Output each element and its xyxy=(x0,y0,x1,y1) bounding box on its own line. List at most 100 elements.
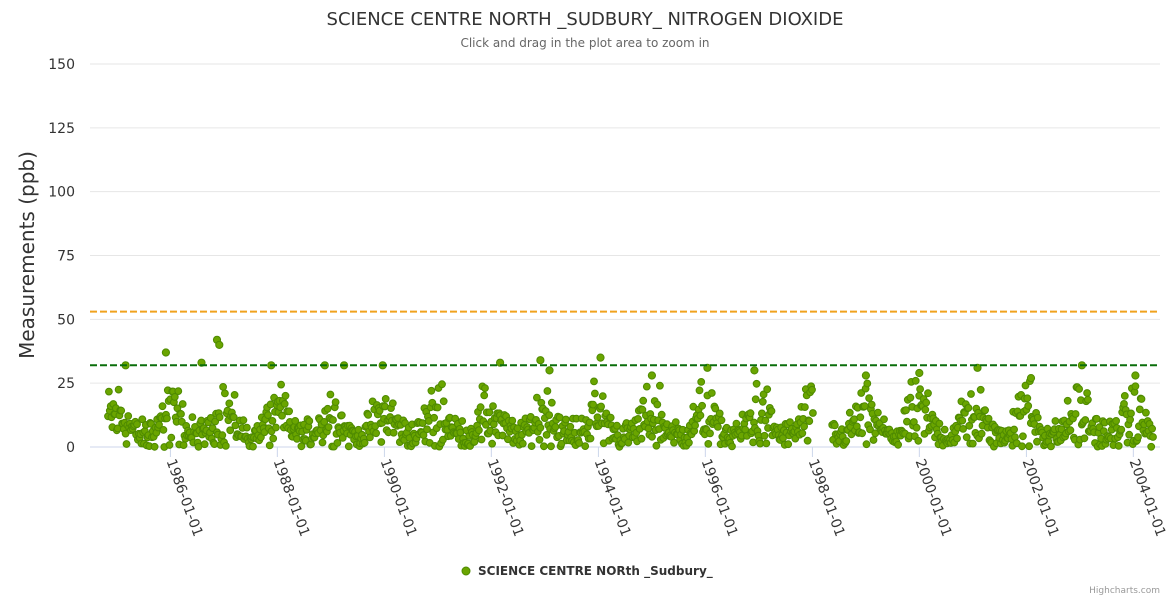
data-point[interactable] xyxy=(285,407,294,416)
data-point[interactable] xyxy=(178,400,187,408)
data-point[interactable] xyxy=(215,340,224,349)
data-point[interactable] xyxy=(1047,442,1055,451)
data-point[interactable] xyxy=(1071,410,1080,418)
data-point[interactable] xyxy=(272,423,280,432)
data-point[interactable] xyxy=(711,404,720,413)
data-point[interactable] xyxy=(326,390,335,399)
data-point[interactable] xyxy=(750,366,759,375)
data-point[interactable] xyxy=(639,396,648,405)
data-point[interactable] xyxy=(1114,442,1123,450)
data-point[interactable] xyxy=(1084,395,1092,404)
data-point[interactable] xyxy=(591,389,599,398)
data-point[interactable] xyxy=(488,439,497,448)
data-point[interactable] xyxy=(704,440,713,448)
data-point[interactable] xyxy=(902,406,910,415)
data-point[interactable] xyxy=(642,382,651,391)
data-point[interactable] xyxy=(221,442,230,450)
data-point[interactable] xyxy=(861,371,871,380)
data-point[interactable] xyxy=(634,415,642,423)
data-point[interactable] xyxy=(280,400,289,408)
data-point[interactable] xyxy=(959,425,967,433)
data-point[interactable] xyxy=(903,417,911,426)
data-point[interactable] xyxy=(320,418,329,426)
data-point[interactable] xyxy=(438,380,446,389)
data-point[interactable] xyxy=(1075,385,1083,393)
data-point[interactable] xyxy=(161,348,170,357)
data-point[interactable] xyxy=(1149,433,1157,441)
data-point[interactable] xyxy=(381,395,390,403)
data-point[interactable] xyxy=(751,395,760,404)
data-point[interactable] xyxy=(372,429,381,438)
data-point[interactable] xyxy=(221,389,229,398)
data-point[interactable] xyxy=(1066,426,1075,435)
data-point[interactable] xyxy=(225,399,234,408)
data-point[interactable] xyxy=(758,397,767,406)
data-point[interactable] xyxy=(480,391,489,400)
data-point[interactable] xyxy=(585,418,594,427)
data-point[interactable] xyxy=(715,409,724,418)
data-point[interactable] xyxy=(239,416,248,425)
data-point[interactable] xyxy=(133,420,141,429)
data-point[interactable] xyxy=(1010,425,1018,434)
data-point[interactable] xyxy=(581,442,590,451)
data-point[interactable] xyxy=(105,387,113,396)
data-point[interactable] xyxy=(921,405,930,414)
data-point[interactable] xyxy=(177,410,185,418)
data-point[interactable] xyxy=(117,406,126,415)
plot-area[interactable] xyxy=(104,335,1157,451)
data-point[interactable] xyxy=(159,426,168,434)
data-point[interactable] xyxy=(1137,395,1146,403)
data-point[interactable] xyxy=(543,387,552,395)
data-point[interactable] xyxy=(940,425,949,434)
data-point[interactable] xyxy=(714,423,722,431)
data-point[interactable] xyxy=(976,385,985,394)
data-point[interactable] xyxy=(638,405,647,414)
data-point[interactable] xyxy=(249,442,257,451)
data-point[interactable] xyxy=(150,442,159,451)
data-point[interactable] xyxy=(656,381,664,390)
data-point[interactable] xyxy=(953,434,961,443)
data-point[interactable] xyxy=(536,356,545,365)
data-point[interactable] xyxy=(809,409,817,417)
data-point[interactable] xyxy=(767,407,776,415)
data-point[interactable] xyxy=(566,422,575,431)
data-point[interactable] xyxy=(894,440,902,449)
data-point[interactable] xyxy=(329,416,337,424)
data-point[interactable] xyxy=(278,411,286,420)
data-point[interactable] xyxy=(562,415,570,424)
data-point[interactable] xyxy=(906,393,915,402)
data-point[interactable] xyxy=(914,436,923,445)
data-point[interactable] xyxy=(915,368,924,378)
data-point[interactable] xyxy=(439,435,447,444)
data-point[interactable] xyxy=(427,386,436,395)
data-point[interactable] xyxy=(268,417,277,425)
data-point[interactable] xyxy=(540,442,548,451)
data-point[interactable] xyxy=(1125,430,1134,439)
data-point[interactable] xyxy=(291,417,300,425)
data-point[interactable] xyxy=(536,423,545,432)
data-point[interactable] xyxy=(761,416,770,425)
data-point[interactable] xyxy=(845,408,854,417)
data-point[interactable] xyxy=(158,402,167,411)
data-point[interactable] xyxy=(858,429,866,438)
data-point[interactable] xyxy=(805,417,814,426)
data-point[interactable] xyxy=(671,418,680,427)
data-point[interactable] xyxy=(691,421,699,430)
data-point[interactable] xyxy=(1018,442,1026,451)
data-point[interactable] xyxy=(1026,374,1036,383)
data-point[interactable] xyxy=(333,439,342,447)
data-point[interactable] xyxy=(277,380,286,389)
data-point[interactable] xyxy=(1083,389,1091,397)
data-point[interactable] xyxy=(179,441,188,450)
data-point[interactable] xyxy=(122,440,131,448)
data-point[interactable] xyxy=(589,400,597,409)
data-point[interactable] xyxy=(163,414,171,423)
data-point[interactable] xyxy=(1081,416,1090,424)
data-point[interactable] xyxy=(958,416,967,425)
data-point[interactable] xyxy=(590,377,598,386)
data-point[interactable] xyxy=(557,439,566,448)
data-point[interactable] xyxy=(1024,402,1033,410)
data-point[interactable] xyxy=(266,400,275,409)
data-point[interactable] xyxy=(138,415,147,424)
